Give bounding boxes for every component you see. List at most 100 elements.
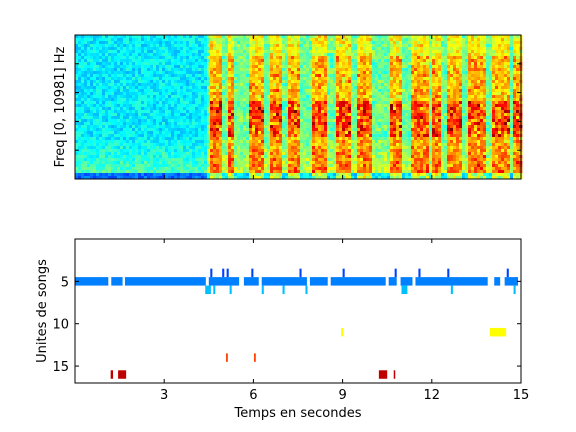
- spectrogram-cell: [225, 53, 229, 57]
- spectrogram-cell: [366, 65, 370, 69]
- spectrogram-cell: [300, 95, 304, 99]
- spectrogram-cell: [297, 65, 301, 69]
- spectrogram-cell: [129, 101, 133, 105]
- spectrogram-cell: [105, 122, 109, 126]
- spectrogram-cell: [267, 89, 271, 93]
- spectrogram-cell: [375, 137, 379, 141]
- spectrogram-cell: [339, 134, 343, 138]
- spectrogram-cell: [219, 149, 223, 153]
- spectrogram-cell: [162, 80, 166, 84]
- spectrogram-cell: [363, 92, 367, 96]
- spectrogram-cell: [120, 122, 124, 126]
- spectrogram-cell: [381, 116, 385, 120]
- spectrogram-cell: [87, 152, 91, 156]
- spectrogram-cell: [300, 155, 304, 159]
- spectrogram-cell: [162, 128, 166, 132]
- spectrogram-cell: [210, 170, 214, 174]
- spectrogram-cell: [315, 140, 319, 144]
- spectrogram-cell: [339, 89, 343, 93]
- spectrogram-cell: [162, 47, 166, 51]
- spectrogram-cell: [282, 131, 286, 135]
- spectrogram-cell: [246, 95, 250, 99]
- spectrogram-cell: [315, 113, 319, 117]
- spectrogram-cell: [210, 80, 214, 84]
- spectrogram-cell: [138, 134, 142, 138]
- spectrogram-cell: [366, 173, 370, 177]
- spectrogram-cell: [93, 71, 97, 75]
- spectrogram-cell: [132, 113, 136, 117]
- spectrogram-cell: [126, 50, 130, 54]
- spectrogram-cell: [177, 50, 181, 54]
- spectrogram-cell: [117, 143, 121, 147]
- spectrogram-cell: [231, 125, 235, 129]
- spectrogram-cell: [276, 134, 280, 138]
- spectrogram-cell: [138, 131, 142, 135]
- spectrogram-cell: [156, 161, 160, 165]
- spectrogram-cell: [354, 170, 358, 174]
- spectrogram-cell: [162, 92, 166, 96]
- spectrogram-cell: [114, 35, 118, 39]
- spectrogram-cell: [99, 122, 103, 126]
- spectrogram-cell: [159, 35, 163, 39]
- spectrogram-cell: [258, 149, 262, 153]
- spectrogram-cell: [228, 104, 232, 108]
- spectrogram-cell: [195, 134, 199, 138]
- spectrogram-cell: [321, 140, 325, 144]
- spectrogram-cell: [174, 47, 178, 51]
- spectrogram-cell: [294, 137, 298, 141]
- spectrogram-cell: [138, 35, 142, 39]
- spectrogram-cell: [360, 152, 364, 156]
- spectrogram-cell: [225, 137, 229, 141]
- spectrogram-cell: [123, 59, 127, 63]
- spectrogram-cell: [81, 155, 85, 159]
- spectrogram-cell: [249, 89, 253, 93]
- spectrogram-cell: [291, 173, 295, 177]
- spectrogram-cell: [243, 125, 247, 129]
- spectrogram-cell: [177, 167, 181, 171]
- spectrogram-cell: [120, 104, 124, 108]
- spectrogram-cell: [129, 104, 133, 108]
- spectrogram-cell: [327, 68, 331, 72]
- spectrogram-cell: [129, 152, 133, 156]
- spectrogram-cell: [126, 128, 130, 132]
- spectrogram-cell: [120, 167, 124, 171]
- spectrogram-cell: [255, 167, 259, 171]
- spectrogram-cell: [75, 140, 79, 144]
- spectrogram-cell: [189, 77, 193, 81]
- spectrogram-cell: [81, 50, 85, 54]
- spectrogram-cell: [351, 161, 355, 165]
- spectrogram-cell: [246, 113, 250, 117]
- spectrogram-cell: [351, 125, 355, 129]
- spectrogram-cell: [195, 143, 199, 147]
- spectrogram-cell: [189, 167, 193, 171]
- spectrogram-cell: [159, 140, 163, 144]
- spectrogram-cell: [378, 140, 382, 144]
- spectrogram-cell: [309, 116, 313, 120]
- spectrogram-cell: [195, 101, 199, 105]
- spectrogram-cell: [219, 131, 223, 135]
- spectrogram-cell: [351, 152, 355, 156]
- spectrogram-cell: [297, 128, 301, 132]
- spectrogram-cell: [321, 125, 325, 129]
- spectrogram-cell: [378, 38, 382, 42]
- spectrogram-cell: [294, 116, 298, 120]
- spectrogram-cell: [222, 140, 226, 144]
- spectrogram-cell: [132, 107, 136, 111]
- spectrogram-cell: [243, 77, 247, 81]
- spectrogram-cell: [132, 50, 136, 54]
- spectrogram-cell: [177, 110, 181, 114]
- spectrogram-cell: [330, 56, 334, 60]
- spectrogram-cell: [309, 149, 313, 153]
- spectrogram-cell: [183, 161, 187, 165]
- spectrogram-cell: [132, 140, 136, 144]
- spectrogram-cell: [234, 71, 238, 75]
- spectrogram-cell: [327, 152, 331, 156]
- spectrogram-cell: [222, 71, 226, 75]
- spectrogram-cell: [147, 104, 151, 108]
- spectrogram-cell: [210, 65, 214, 69]
- spectrogram-cell: [243, 104, 247, 108]
- spectrogram-cell: [348, 116, 352, 120]
- spectrogram-cell: [288, 92, 292, 96]
- spectrogram-cell: [207, 143, 211, 147]
- spectrogram-cell: [168, 86, 172, 90]
